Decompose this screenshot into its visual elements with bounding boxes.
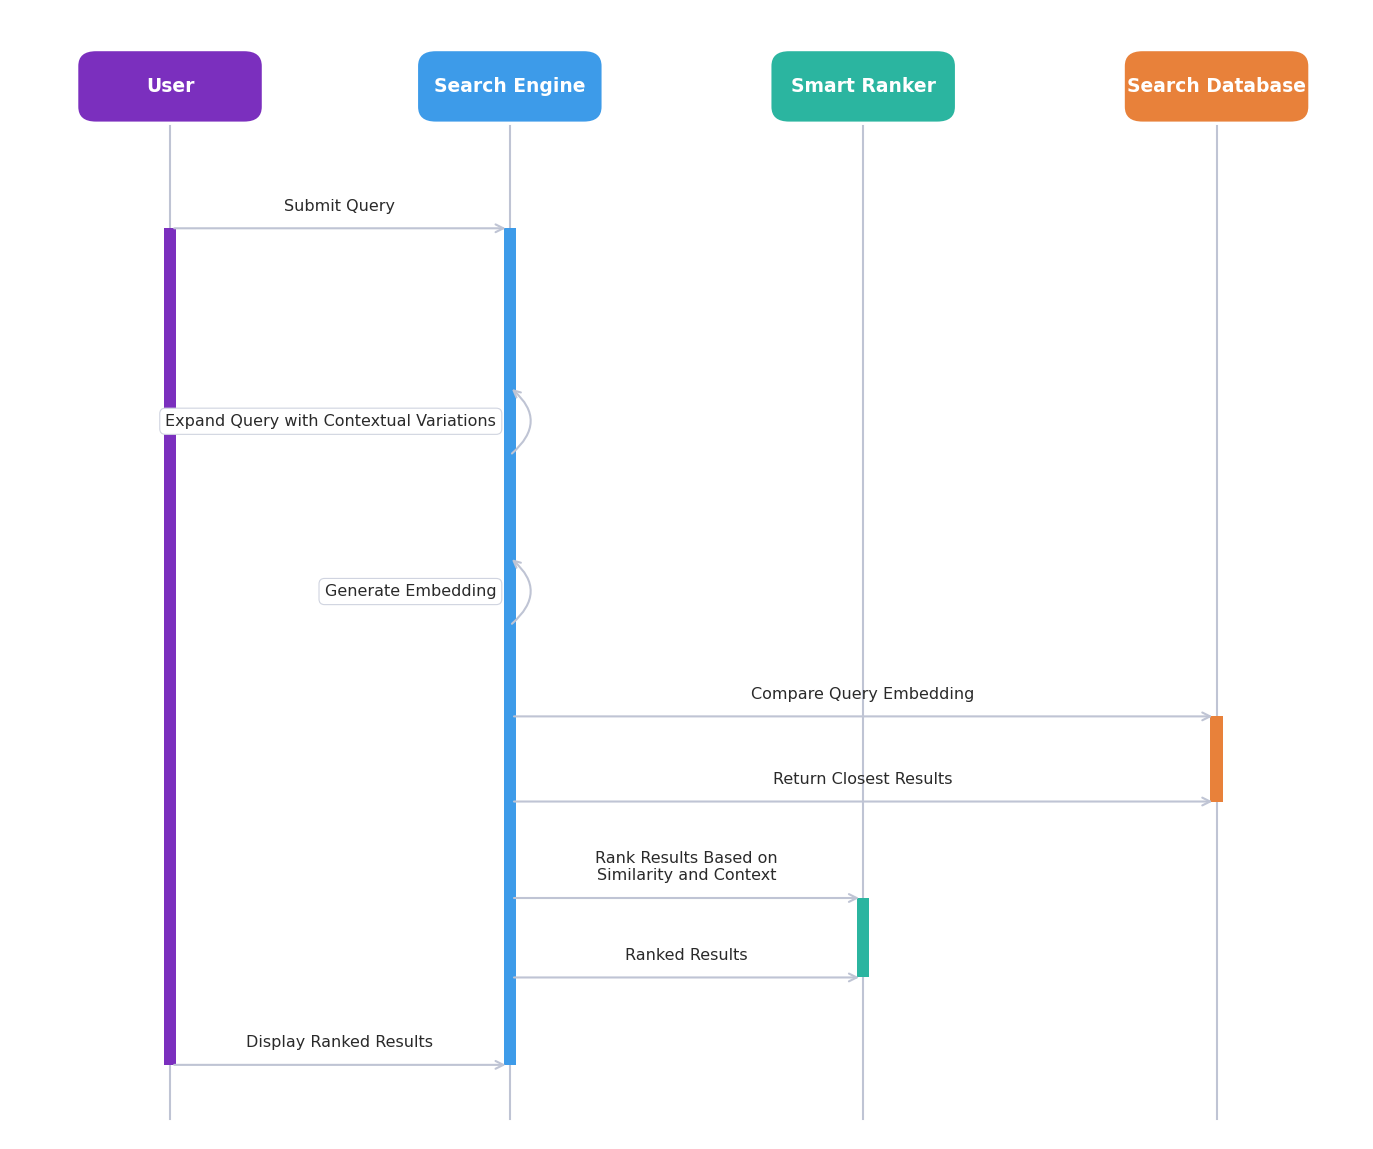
Bar xyxy=(163,229,176,1065)
Text: Rank Results Based on
Similarity and Context: Rank Results Based on Similarity and Con… xyxy=(595,851,778,884)
FancyBboxPatch shape xyxy=(772,52,956,122)
Bar xyxy=(504,229,516,1065)
Text: Search Engine: Search Engine xyxy=(434,77,585,95)
Text: User: User xyxy=(146,77,195,95)
Text: Search Database: Search Database xyxy=(1127,77,1306,95)
Text: Smart Ranker: Smart Ranker xyxy=(791,77,935,95)
Bar xyxy=(857,899,869,978)
Text: Generate Embedding: Generate Embedding xyxy=(324,584,496,599)
FancyBboxPatch shape xyxy=(1124,52,1308,122)
Text: Return Closest Results: Return Closest Results xyxy=(773,772,953,787)
FancyBboxPatch shape xyxy=(417,52,601,122)
Text: Ranked Results: Ranked Results xyxy=(625,948,748,963)
Text: Compare Query Embedding: Compare Query Embedding xyxy=(751,687,975,702)
Bar xyxy=(1211,716,1223,802)
Text: Expand Query with Contextual Variations: Expand Query with Contextual Variations xyxy=(165,414,496,429)
Text: Display Ranked Results: Display Ranked Results xyxy=(246,1035,434,1050)
Text: Submit Query: Submit Query xyxy=(284,199,395,214)
FancyBboxPatch shape xyxy=(78,52,262,122)
